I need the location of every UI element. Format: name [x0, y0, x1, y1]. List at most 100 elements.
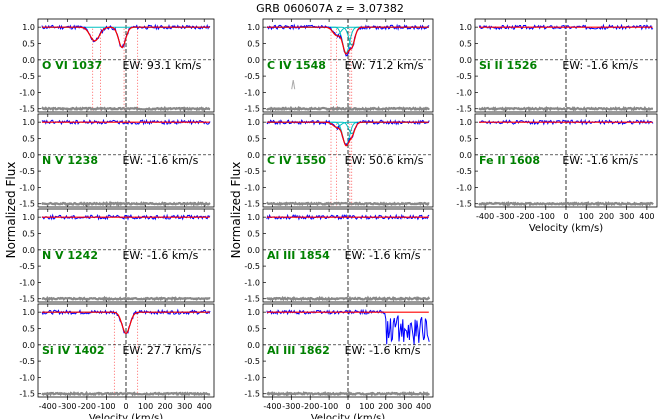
line-label: N V 1242	[42, 249, 98, 262]
y-tick-label: 0.0	[459, 151, 472, 160]
ew-label: EW: -1.6 km/s	[122, 154, 198, 167]
data-spectrum	[266, 308, 430, 345]
line-label: Si IV 1402	[42, 344, 105, 357]
y-tick-label: -0.5	[244, 262, 260, 271]
model-fit	[41, 26, 210, 49]
y-tick-label: -0.5	[19, 262, 35, 271]
x-tick-label: 100	[138, 402, 153, 411]
x-tick-label: 100	[359, 402, 374, 411]
x-axis-label: Velocity (km/s)	[311, 413, 385, 419]
x-tick-label: -400	[476, 212, 494, 221]
panel-al-iii-1862: 1.0 0.5 0.0 -0.5 -1.0 -1.5 Al III 1862 EW: -1.6…	[244, 303, 434, 399]
y-tick-label: 1.0	[247, 308, 260, 317]
panel-o-vi-1037: 1.0 0.5 0.0 -0.5 -1.0 -1.5 O VI 1037 EW: 93.1 k…	[19, 18, 215, 114]
y-tick-label: -0.5	[244, 167, 260, 176]
error-spectrum	[41, 295, 211, 302]
x-tick-label: 400	[416, 402, 431, 411]
y-tick-label: 0.5	[459, 134, 472, 143]
error-spectrum	[265, 105, 430, 112]
y-tick-label: 1.0	[459, 23, 472, 32]
y-tick-label: 1.0	[247, 23, 260, 32]
ew-label: EW: -1.6 km/s	[345, 249, 421, 262]
y-tick-label: -1.5	[19, 390, 35, 399]
y-tick-label: 0.5	[459, 39, 472, 48]
x-tick-label: -200	[78, 402, 96, 411]
panel-n-v-1242: 1.0 0.5 0.0 -0.5 -1.0 -1.5 N V 1242 EW: -1.6 km…	[19, 208, 215, 304]
y-tick-label: -1.0	[19, 88, 35, 97]
y-tick-label: -1.0	[244, 183, 260, 192]
ew-label: EW: -1.6 km/s	[122, 249, 198, 262]
model-fit	[266, 121, 429, 147]
x-tick-label: -300	[282, 402, 300, 411]
ew-label: EW: -1.6 km/s	[345, 344, 421, 357]
panels: 1.0 0.5 0.0 -0.5 -1.0 -1.5 O VI 1037 EW: 93.1 k…	[19, 18, 658, 399]
y-tick-label: -1.5	[244, 390, 260, 399]
y-tick-label: -0.5	[19, 167, 35, 176]
y-tick-label: -0.5	[456, 72, 472, 81]
y-tick-label: -0.5	[19, 72, 35, 81]
error-spectrum	[478, 200, 654, 207]
y-tick-label: 0.0	[459, 56, 472, 65]
model-fit	[266, 26, 429, 55]
line-label: C IV 1550	[267, 154, 326, 167]
y-tick-label: 0.5	[22, 39, 35, 48]
x-axis-label: Velocity (km/s)	[89, 413, 163, 419]
y-tick-label: -1.5	[19, 200, 35, 209]
y-tick-label: 1.0	[247, 213, 260, 222]
x-tick-label: -400	[39, 402, 57, 411]
y-tick-label: -1.0	[19, 183, 35, 192]
ew-label: EW: -1.6 km/s	[562, 59, 638, 72]
error-spectrum	[265, 295, 431, 302]
x-tick-label: 0	[563, 212, 568, 221]
y-tick-label: 0.5	[22, 134, 35, 143]
y-tick-label: -1.0	[244, 278, 260, 287]
y-tick-label: -0.5	[19, 357, 35, 366]
data-spectrum	[266, 213, 430, 221]
x-tick-label: 200	[157, 402, 172, 411]
panel-si-ii-1526: 1.0 0.5 0.0 -0.5 -1.0 -1.5 Si II 1526 EW: -1.6 …	[456, 18, 658, 114]
line-label: C IV 1548	[267, 59, 326, 72]
y-tick-label: 0.0	[247, 341, 260, 350]
y-tick-label: 0.0	[22, 151, 35, 160]
ew-label: EW: 27.7 km/s	[122, 344, 201, 357]
x-tick-label: -200	[301, 402, 319, 411]
y-tick-label: -0.5	[244, 72, 260, 81]
y-tick-label: -1.0	[244, 88, 260, 97]
x-tick-label: -100	[97, 402, 115, 411]
noise-spike	[291, 79, 296, 90]
x-axis-label: Velocity (km/s)	[529, 223, 603, 234]
y-tick-label: 0.5	[247, 134, 260, 143]
y-tick-label: 0.5	[247, 39, 260, 48]
y-tick-label: -1.0	[456, 183, 472, 192]
y-tick-label: 0.0	[247, 246, 260, 255]
y-tick-label: 1.0	[22, 118, 35, 127]
y-tick-label: 1.0	[22, 308, 35, 317]
panel-c-iv-1548: 1.0 0.5 0.0 -0.5 -1.0 -1.5 C IV 1548 EW: 71.2 k…	[244, 18, 434, 114]
error-spectrum	[266, 390, 431, 397]
y-tick-label: 1.0	[22, 23, 35, 32]
error-spectrum	[40, 105, 211, 112]
y-tick-label: 0.0	[22, 341, 35, 350]
error-spectrum	[41, 390, 211, 397]
y-axis-label: Normalized Flux	[4, 162, 18, 259]
y-tick-label: 0.0	[247, 56, 260, 65]
y-tick-label: -0.5	[244, 357, 260, 366]
panel-al-iii-1854: 1.0 0.5 0.0 -0.5 -1.0 -1.5 Al III 1854 EW: -1.6…	[244, 208, 434, 304]
ew-label: EW: 71.2 km/s	[345, 59, 424, 72]
y-tick-label: 1.0	[22, 213, 35, 222]
panel-c-iv-1550: 1.0 0.5 0.0 -0.5 -1.0 -1.5 C IV 1550 EW: 50.6 k…	[244, 113, 434, 209]
x-tick-label: -200	[516, 212, 534, 221]
line-label: Si II 1526	[479, 59, 537, 72]
x-tick-label: 0	[345, 402, 350, 411]
x-tick-label: 200	[378, 402, 393, 411]
y-tick-label: -1.5	[244, 295, 260, 304]
y-tick-label: -1.0	[19, 373, 35, 382]
y-tick-label: -1.5	[19, 295, 35, 304]
y-tick-label: -1.5	[456, 105, 472, 114]
x-tick-label: 300	[177, 402, 192, 411]
y-tick-label: -1.5	[456, 200, 472, 209]
y-tick-label: -1.5	[244, 200, 260, 209]
x-tick-label: -300	[496, 212, 514, 221]
line-label: Fe II 1608	[479, 154, 540, 167]
line-label: Al III 1854	[267, 249, 330, 262]
